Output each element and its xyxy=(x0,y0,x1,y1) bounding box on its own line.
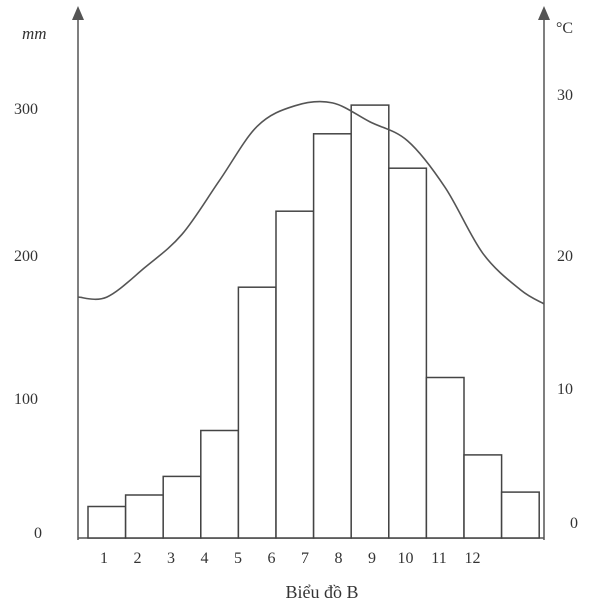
right-tick-label: 10 xyxy=(557,381,573,398)
rainfall-bar xyxy=(500,491,540,539)
x-tick-label: 2 xyxy=(134,550,142,567)
x-tick-label: 6 xyxy=(268,550,276,567)
x-tick-label: 7 xyxy=(301,550,309,567)
x-tick-label: 4 xyxy=(201,550,209,567)
x-tick-label: 5 xyxy=(234,550,242,567)
right-axis-label: °C xyxy=(556,20,573,37)
x-tick-label: 11 xyxy=(431,550,446,567)
rainfall-bar xyxy=(350,104,390,539)
right-tick-label: 30 xyxy=(557,87,573,104)
left-tick-label: 100 xyxy=(14,391,38,408)
right-tick-label: 0 xyxy=(570,515,578,532)
left-axis-label: mm xyxy=(22,24,47,43)
x-tick-label: 1 xyxy=(100,550,108,567)
rainfall-bar xyxy=(463,454,503,539)
left-axis-arrow xyxy=(72,6,84,20)
x-tick-label: 9 xyxy=(368,550,376,567)
chart-caption: Biểu đồ B xyxy=(285,582,358,602)
x-tick-label: 3 xyxy=(167,550,175,567)
rainfall-bar xyxy=(388,167,428,539)
rainfall-bar xyxy=(200,429,240,539)
rainfall-bar xyxy=(425,376,465,539)
x-tick-label: 12 xyxy=(465,550,481,567)
right-axis-arrow xyxy=(538,6,550,20)
temperature-line xyxy=(77,100,545,305)
rainfall-bar xyxy=(124,494,164,539)
rainfall-bar xyxy=(312,133,352,539)
x-tick-label: 10 xyxy=(398,550,414,567)
x-tick-label: 8 xyxy=(335,550,343,567)
rainfall-bar xyxy=(162,475,202,539)
left-tick-label: 0 xyxy=(34,525,42,542)
rainfall-bar xyxy=(87,505,127,539)
left-tick-label: 300 xyxy=(14,101,38,118)
right-tick-label: 20 xyxy=(557,248,573,265)
rainfall-bar xyxy=(275,210,315,539)
left-tick-label: 200 xyxy=(14,248,38,265)
rainfall-bar xyxy=(237,286,277,539)
